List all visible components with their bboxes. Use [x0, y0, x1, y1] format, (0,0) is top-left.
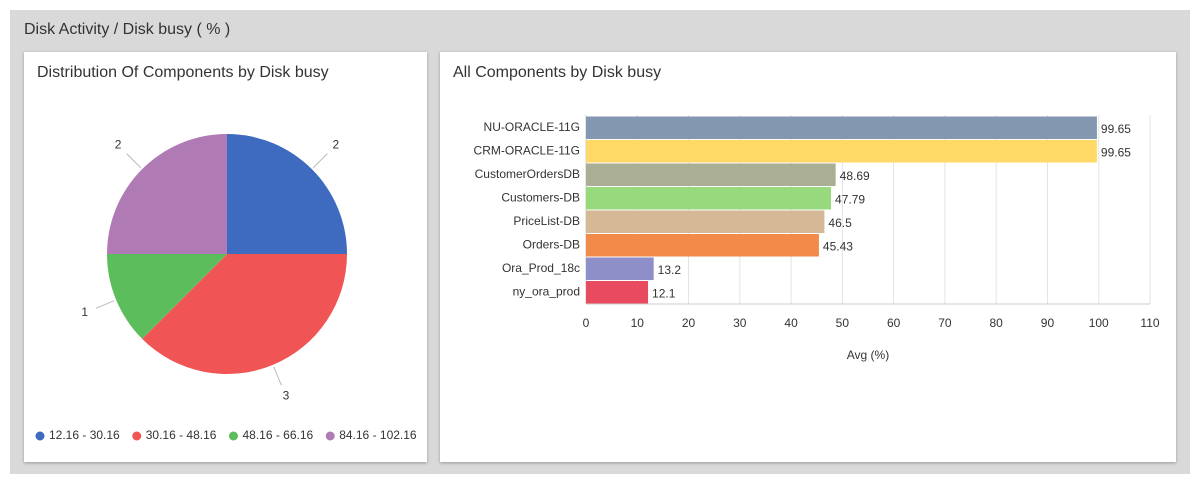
bar: [586, 234, 819, 257]
pie-slice: [142, 254, 347, 375]
legend-swatch: [35, 431, 45, 441]
bar: [586, 163, 836, 186]
x-tick-label: 30: [733, 316, 747, 330]
y-tick-label: CustomerOrdersDB: [475, 167, 580, 181]
pie-slice: [227, 134, 347, 254]
data-label: 45.43: [823, 239, 853, 253]
x-tick-label: 100: [1089, 316, 1109, 330]
bar: [586, 257, 654, 280]
pie-slice: [107, 134, 227, 254]
leader-line: [312, 153, 328, 169]
legend-label: 84.16 - 102.16: [339, 428, 417, 442]
data-label: 48.69: [840, 169, 870, 183]
data-label: 47.79: [835, 192, 865, 206]
bar: [586, 281, 649, 304]
data-label: 46.5: [828, 216, 852, 230]
x-tick-label: 70: [938, 316, 952, 330]
chart-title: Distribution Of Components by Disk busy: [37, 64, 329, 81]
legend-swatch: [325, 431, 335, 441]
x-tick-label: 20: [682, 316, 696, 330]
panel-title: Disk Activity / Disk busy ( % ): [24, 21, 230, 38]
slice-label: 2: [115, 137, 122, 151]
x-tick-label: 50: [836, 316, 850, 330]
x-tick-label: 80: [990, 316, 1004, 330]
bar: [586, 187, 832, 210]
y-tick-label: Ora_Prod_18c: [502, 261, 580, 275]
data-label: 99.65: [1101, 122, 1131, 136]
legend-label: 30.16 - 48.16: [146, 428, 217, 442]
leader-line: [273, 366, 282, 386]
y-tick-label: Orders-DB: [523, 237, 580, 251]
x-tick-label: 40: [784, 316, 798, 330]
legend-swatch: [228, 431, 238, 441]
bar: [586, 140, 1097, 163]
bar: [586, 210, 825, 233]
slice-label: 3: [283, 388, 290, 402]
data-label: 12.1: [652, 286, 676, 300]
x-axis-label: Avg (%): [847, 348, 889, 362]
x-tick-label: 0: [583, 316, 590, 330]
card: [440, 52, 1176, 462]
legend-label: 48.16 - 66.16: [242, 428, 313, 442]
x-tick-label: 60: [887, 316, 901, 330]
x-tick-label: 90: [1041, 316, 1055, 330]
data-label: 99.65: [1101, 145, 1131, 159]
legend-swatch: [132, 431, 142, 441]
data-label: 13.2: [658, 263, 682, 277]
leader-line: [95, 300, 115, 309]
y-tick-label: NU-ORACLE-11G: [484, 120, 580, 134]
x-tick-label: 110: [1140, 316, 1159, 330]
slice-label: 2: [333, 137, 340, 151]
leader-line: [126, 153, 142, 169]
slice-label: 1: [81, 305, 88, 319]
legend-label: 12.16 - 30.16: [49, 428, 120, 442]
y-tick-label: CRM-ORACLE-11G: [474, 143, 580, 157]
y-tick-label: PriceList-DB: [513, 214, 580, 228]
y-tick-label: ny_ora_prod: [513, 284, 580, 298]
y-tick-label: Customers-DB: [501, 190, 580, 204]
x-tick-label: 10: [631, 316, 645, 330]
pie-slice: [107, 254, 227, 339]
bar: [586, 116, 1097, 139]
chart-title: All Components by Disk busy: [453, 64, 661, 81]
